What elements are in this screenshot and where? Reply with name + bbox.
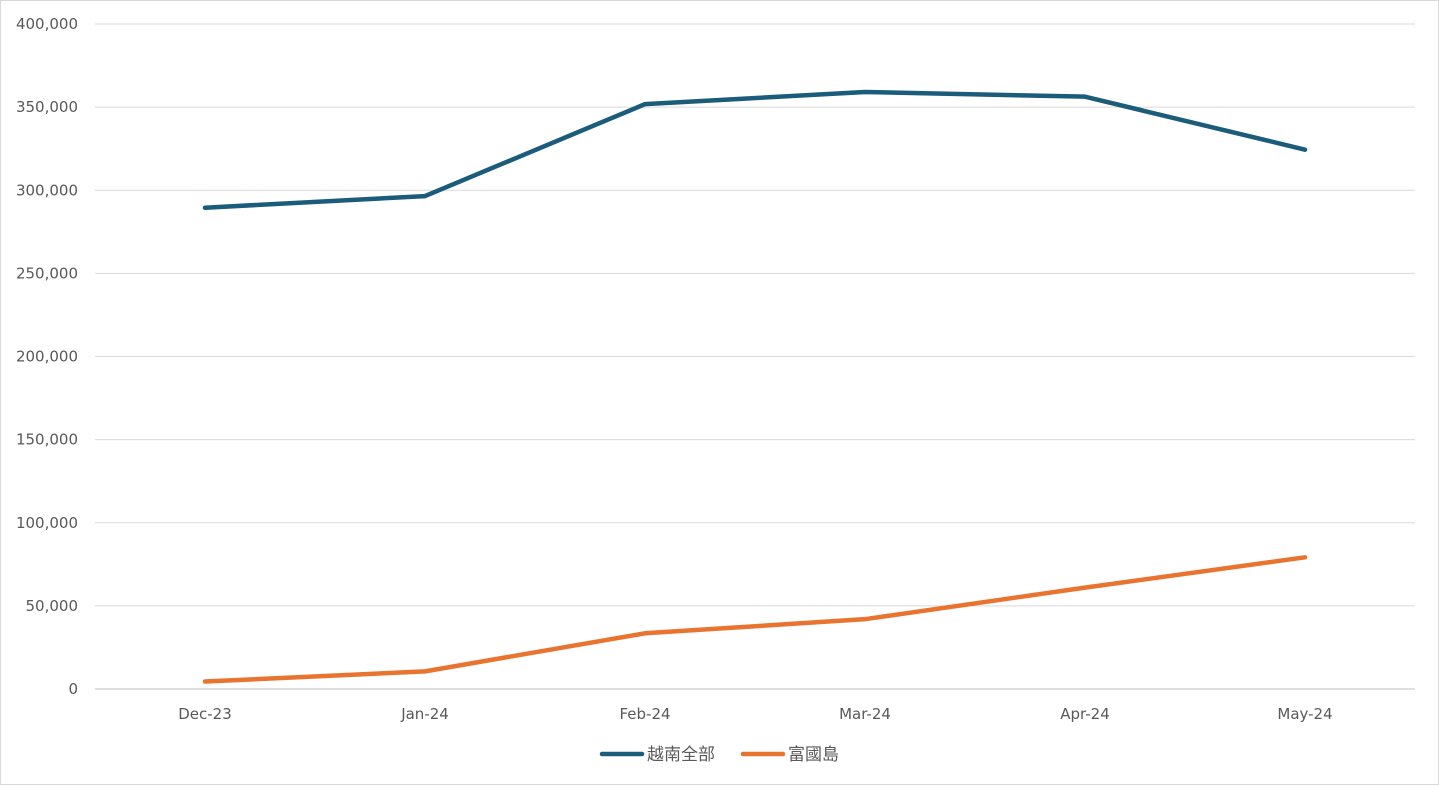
- x-axis: Dec-23 Jan-24 Feb-24 Mar-24 Apr-24 May-24: [178, 705, 1332, 723]
- series-line-1: [202, 555, 1308, 684]
- data-point: [1083, 585, 1087, 590]
- legend-label: 越南全部: [647, 745, 715, 765]
- series-line-0: [202, 89, 1308, 210]
- data-point: [863, 89, 867, 94]
- y-tick-label: 350,000: [16, 98, 78, 116]
- x-tick-label: May-24: [1277, 705, 1332, 723]
- series-lines: [202, 89, 1308, 684]
- legend-label: 富國島: [788, 745, 839, 765]
- x-tick-label: Feb-24: [619, 705, 670, 723]
- y-tick-label: 400,000: [16, 15, 78, 33]
- x-tick-label: Mar-24: [839, 705, 891, 723]
- x-tick-label: Dec-23: [178, 705, 232, 723]
- y-tick-label: 0: [68, 680, 78, 698]
- data-point: [423, 669, 427, 674]
- y-tick-label: 300,000: [16, 181, 78, 199]
- data-point: [203, 679, 207, 684]
- y-tick-label: 250,000: [16, 264, 78, 282]
- y-tick-label: 150,000: [16, 431, 78, 449]
- data-point: [1303, 555, 1307, 560]
- y-axis: 0 50,000 100,000 150,000 200,000 250,000 300,0…: [16, 15, 78, 698]
- data-point: [863, 617, 867, 622]
- y-tick-label: 50,000: [26, 597, 79, 615]
- x-tick-label: Jan-24: [400, 705, 449, 723]
- data-point: [203, 205, 207, 210]
- gridlines: [95, 23, 1415, 690]
- data-point: [643, 631, 647, 636]
- x-tick-label: Apr-24: [1060, 705, 1110, 723]
- y-tick-label: 100,000: [16, 514, 78, 532]
- data-point: [1303, 147, 1307, 152]
- data-point: [643, 102, 647, 107]
- legend: 越南全部 富國島: [599, 745, 839, 765]
- y-tick-label: 200,000: [16, 348, 78, 366]
- data-point: [423, 194, 427, 199]
- data-point: [1083, 94, 1087, 99]
